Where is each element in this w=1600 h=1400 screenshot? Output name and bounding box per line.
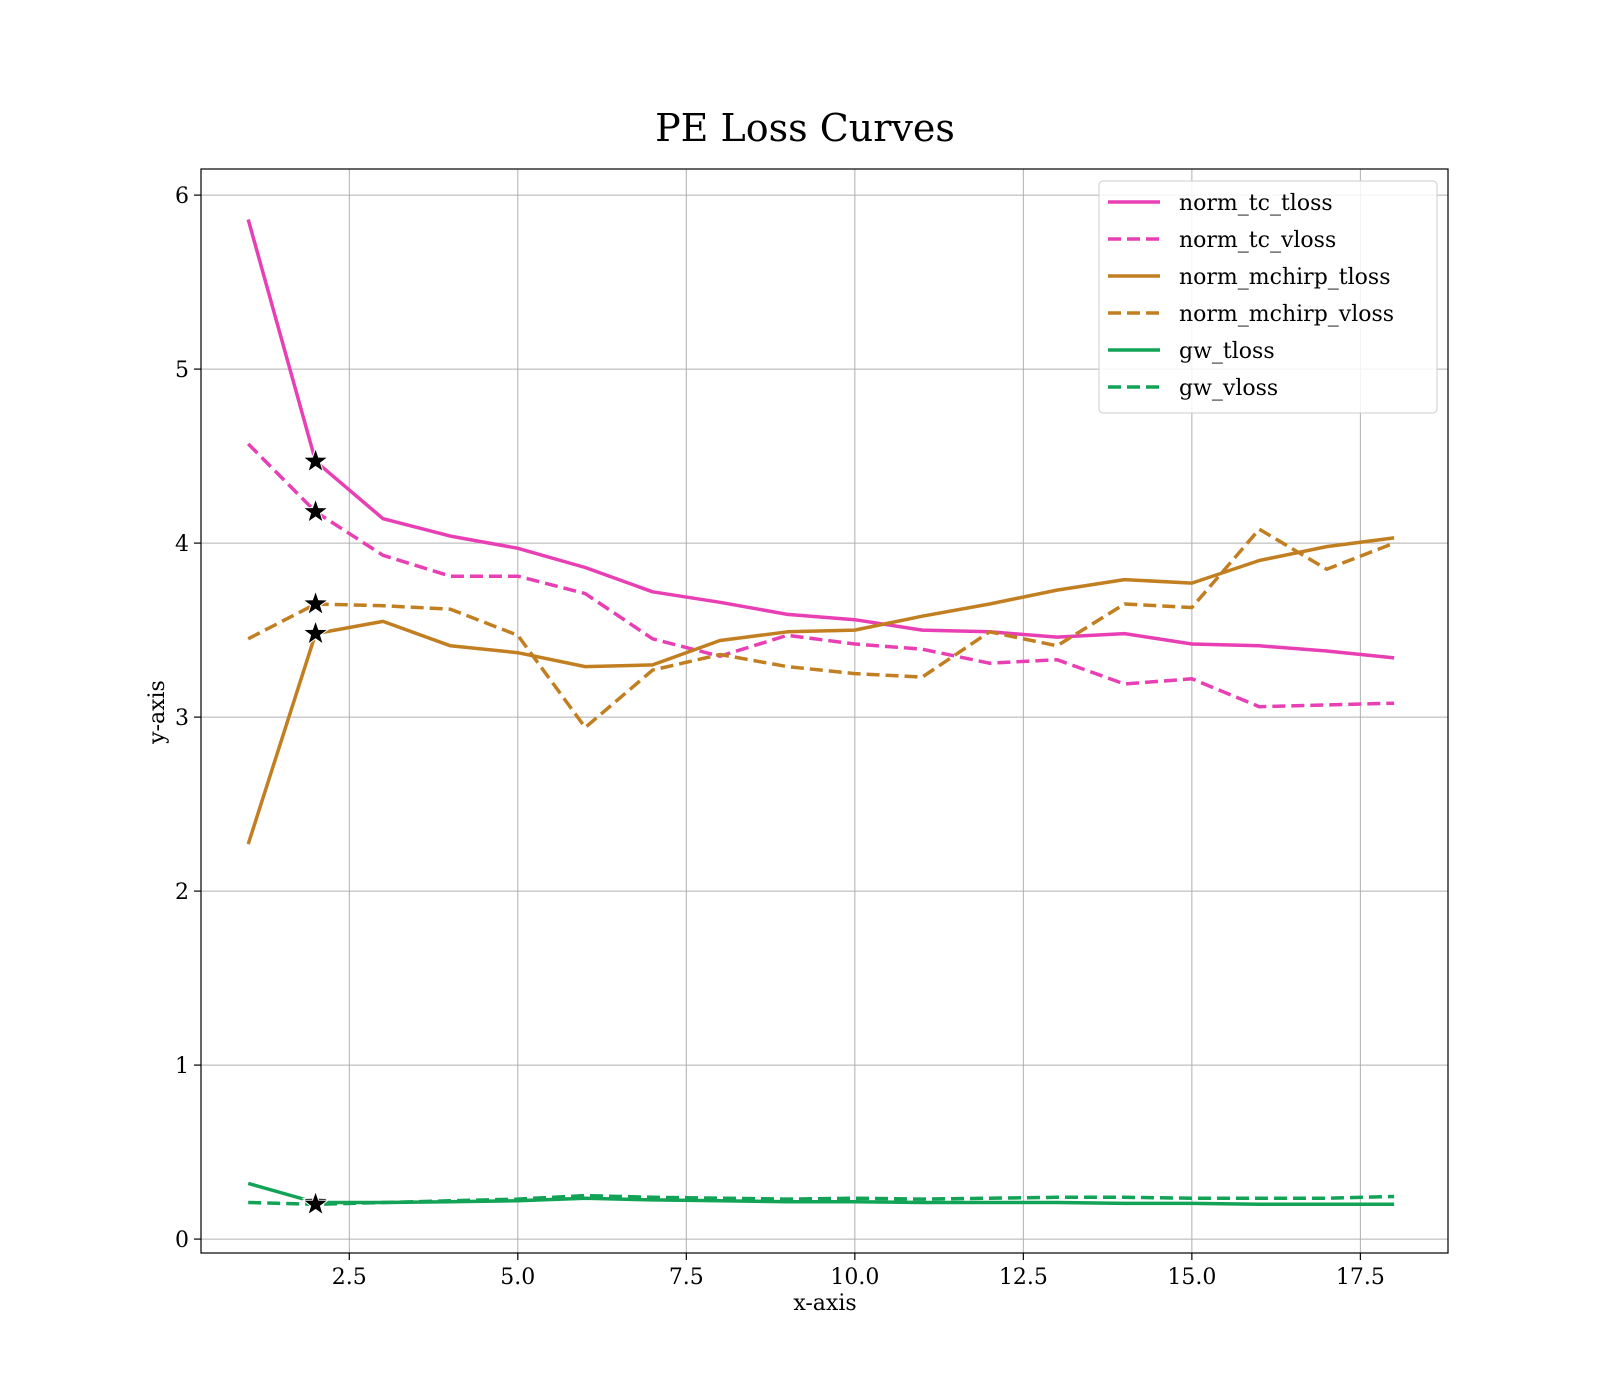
legend: norm_tc_tloss norm_tc_vloss norm_mchirp_tl… — [1098, 180, 1438, 414]
x-axis-label: x-axis — [793, 1291, 856, 1316]
x-tick-label: 5.0 — [500, 1265, 535, 1290]
legend-label: norm_mchirp_vloss — [1179, 302, 1394, 327]
marker-layer — [301, 446, 330, 1217]
legend-label: norm_tc_tloss — [1179, 191, 1333, 216]
y-tick-label: 1 — [175, 1054, 189, 1079]
x-axis-ticks: 2.5 5.0 7.5 10.0 12.5 15.0 17.5 — [332, 1253, 1385, 1290]
series-line-norm-mchirp-tloss — [246, 536, 1395, 845]
legend-label: gw_tloss — [1179, 339, 1275, 364]
star-marker — [301, 619, 330, 646]
series-line-gw-vloss — [248, 1193, 1395, 1207]
x-tick-label: 7.5 — [669, 1265, 704, 1290]
grid — [201, 169, 1448, 1253]
legend-label: norm_mchirp_tloss — [1179, 265, 1390, 290]
series-line-norm-mchirp-vloss — [247, 527, 1395, 730]
series-line-norm-tc-tloss — [246, 219, 1395, 660]
y-axis-label: y-axis — [145, 680, 170, 745]
y-tick-label: 0 — [175, 1228, 189, 1253]
x-tick-label: 12.5 — [999, 1265, 1048, 1290]
legend-label: gw_vloss — [1179, 376, 1278, 401]
x-tick-label: 10.0 — [830, 1265, 879, 1290]
star-marker — [301, 1189, 330, 1217]
star-marker — [301, 497, 330, 524]
star-marker — [301, 589, 330, 616]
y-tick-label: 5 — [175, 358, 189, 383]
y-tick-label: 2 — [175, 880, 189, 905]
series-layer — [246, 219, 1395, 1207]
x-tick-label: 17.5 — [1336, 1265, 1385, 1290]
legend-label: norm_tc_vloss — [1179, 228, 1336, 253]
x-tick-label: 2.5 — [332, 1265, 367, 1290]
y-tick-label: 6 — [175, 184, 189, 209]
series-line-norm-tc-vloss — [246, 442, 1395, 709]
chart-title: PE Loss Curves — [655, 106, 955, 150]
x-tick-label: 15.0 — [1167, 1265, 1216, 1290]
plot-frame — [200, 168, 1449, 1254]
y-tick-label: 3 — [175, 706, 189, 731]
star-marker — [301, 446, 330, 474]
legend-box — [1098, 180, 1438, 414]
y-tick-label: 4 — [175, 532, 189, 557]
y-axis-ticks: 0 1 2 3 4 5 6 — [175, 184, 201, 1253]
